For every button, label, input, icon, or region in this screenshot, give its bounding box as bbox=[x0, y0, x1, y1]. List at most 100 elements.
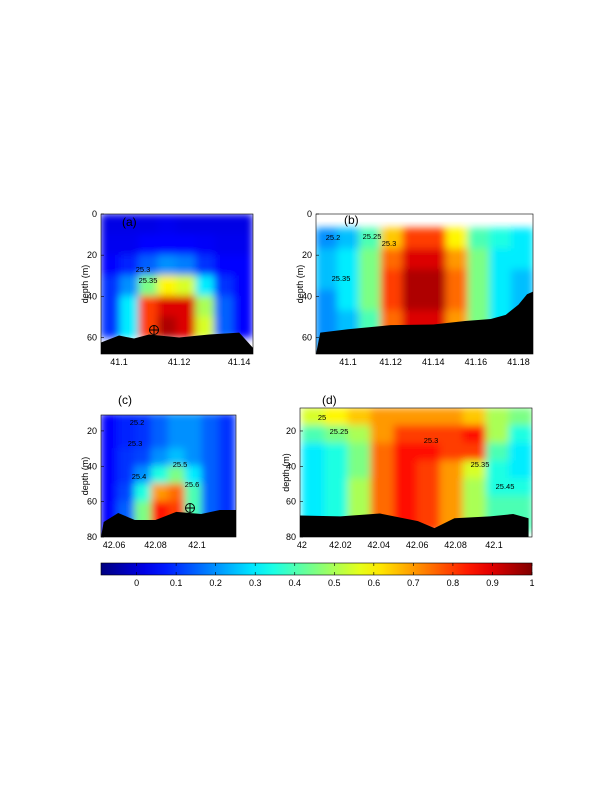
heat-cell bbox=[402, 248, 425, 271]
heat-cell bbox=[370, 495, 395, 515]
heat-cell bbox=[508, 460, 532, 480]
heat-cell bbox=[424, 269, 447, 291]
heat-cell bbox=[301, 425, 326, 444]
x-tick-label: 42.04 bbox=[367, 540, 390, 550]
heat-cell bbox=[138, 254, 159, 277]
y-tick-label: 40 bbox=[87, 461, 97, 471]
heat-cell bbox=[119, 234, 140, 256]
contour-label: 25.35 bbox=[332, 274, 351, 283]
y-tick-label: 40 bbox=[302, 291, 312, 301]
heat-cell bbox=[402, 227, 425, 250]
heat-cell bbox=[337, 269, 360, 291]
heat-cell bbox=[167, 448, 186, 467]
heat-cell bbox=[195, 214, 216, 236]
heat-cell bbox=[218, 483, 236, 503]
contour-label: 25.45 bbox=[496, 482, 515, 491]
x-tick-label: 42.06 bbox=[406, 540, 429, 550]
heat-cell bbox=[485, 460, 510, 480]
colorbar-tick-label: 0.3 bbox=[249, 578, 262, 588]
heat-cell bbox=[117, 415, 136, 432]
y-tick-label: 20 bbox=[302, 250, 312, 260]
heat-cell bbox=[138, 214, 159, 236]
heat-cell bbox=[101, 415, 119, 432]
heat-cell bbox=[380, 227, 404, 250]
heat-cell bbox=[101, 448, 119, 467]
heat-cell bbox=[101, 214, 121, 236]
heat-cell bbox=[119, 275, 140, 297]
contour-label: 25.35 bbox=[471, 460, 490, 469]
x-tick-label: 42.08 bbox=[144, 540, 167, 550]
heat-cell bbox=[439, 495, 464, 515]
heat-cell bbox=[316, 269, 339, 291]
heat-cell bbox=[370, 425, 395, 444]
heat-cell bbox=[134, 483, 152, 503]
heat-cell bbox=[119, 254, 140, 277]
colorbar-tick-label: 0.2 bbox=[209, 578, 222, 588]
heat-cell bbox=[316, 227, 339, 250]
heat-cell bbox=[393, 425, 418, 444]
heat-cell bbox=[150, 483, 169, 503]
heat-cell bbox=[445, 289, 469, 312]
heat-cell bbox=[176, 295, 197, 318]
heat-cell bbox=[462, 425, 487, 444]
heat-cell bbox=[347, 408, 372, 427]
colorbar-tick-label: 0 bbox=[134, 578, 139, 588]
heat-cell bbox=[324, 442, 349, 462]
heat-cell bbox=[119, 316, 140, 339]
heat-cell bbox=[324, 478, 349, 497]
heat-cell bbox=[337, 310, 360, 332]
heat-cell bbox=[101, 465, 119, 485]
contour-label: 25.3 bbox=[128, 439, 143, 448]
heat-cell bbox=[508, 495, 532, 515]
y-axis-label: depth (m) bbox=[80, 457, 90, 496]
seafloor bbox=[316, 291, 533, 354]
heat-cell bbox=[380, 289, 404, 312]
heat-cell bbox=[462, 460, 487, 480]
heat-cell bbox=[150, 448, 169, 467]
heat-cell bbox=[489, 248, 512, 271]
x-tick-label: 41.18 bbox=[507, 357, 530, 367]
heat-cell bbox=[489, 227, 512, 250]
heat-cell bbox=[101, 254, 121, 277]
heat-cell bbox=[370, 478, 395, 497]
contour-label: 25.4 bbox=[132, 472, 147, 481]
heatmap-cells bbox=[101, 214, 253, 339]
heat-cell bbox=[117, 483, 136, 503]
heat-cell bbox=[134, 415, 152, 432]
heat-cell bbox=[195, 275, 216, 297]
heat-cell bbox=[324, 408, 349, 427]
heat-cell bbox=[138, 295, 159, 318]
heat-cell bbox=[402, 289, 425, 312]
heat-cell bbox=[150, 501, 169, 520]
heat-cell bbox=[176, 316, 197, 339]
contour-label: 25.3 bbox=[424, 436, 439, 445]
heat-cell bbox=[380, 269, 404, 291]
heat-cell bbox=[233, 295, 253, 318]
heat-cell bbox=[416, 495, 441, 515]
heat-cell bbox=[233, 316, 253, 339]
colorbar-tick-label: 0.7 bbox=[407, 578, 420, 588]
heat-cell bbox=[445, 227, 469, 250]
heat-cell bbox=[358, 310, 382, 332]
heat-cell bbox=[167, 415, 186, 432]
heat-cell bbox=[508, 408, 532, 427]
heat-cell bbox=[157, 316, 178, 339]
heat-cell bbox=[167, 483, 186, 503]
colorbar-tick-label: 0.8 bbox=[447, 578, 460, 588]
heat-cell bbox=[416, 425, 441, 444]
y-axis-label: depth (m) bbox=[80, 265, 90, 304]
heat-cell bbox=[201, 415, 220, 432]
heat-cell bbox=[119, 214, 140, 236]
colorbar-tick-label: 0.1 bbox=[170, 578, 183, 588]
heat-cell bbox=[439, 460, 464, 480]
x-tick-label: 41.14 bbox=[422, 357, 445, 367]
x-tick-label: 41.14 bbox=[228, 357, 251, 367]
colorbar-tick-label: 0.5 bbox=[328, 578, 341, 588]
heat-cell bbox=[214, 295, 235, 318]
heat-cell bbox=[101, 430, 119, 450]
y-tick-label: 60 bbox=[286, 497, 296, 507]
heat-cell bbox=[402, 269, 425, 291]
heat-cell bbox=[489, 269, 512, 291]
station-cross bbox=[149, 325, 159, 335]
